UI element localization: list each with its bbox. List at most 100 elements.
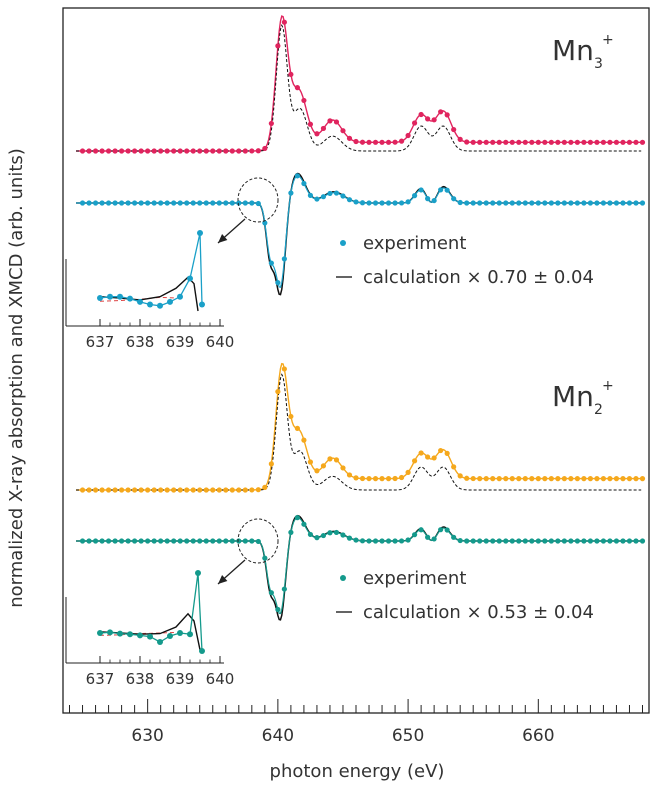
- xmcd-point: [639, 200, 646, 206]
- inset-experiment-point: [187, 275, 193, 282]
- absorption-point: [372, 139, 379, 145]
- xmcd-point: [223, 538, 229, 544]
- absorption-point: [418, 450, 424, 456]
- xmcd-point: [418, 527, 424, 533]
- absorption-point: [561, 139, 567, 145]
- xmcd-point: [138, 200, 144, 206]
- xmcd-point: [249, 538, 255, 544]
- xmcd-point: [431, 536, 437, 542]
- zoom-circle: [237, 177, 279, 223]
- absorption-point: [171, 148, 177, 154]
- absorption-point: [385, 139, 392, 145]
- xmcd-point: [105, 200, 112, 206]
- inset-experiment-point: [127, 295, 133, 302]
- xmcd-point: [529, 200, 535, 206]
- xmcd-point: [119, 538, 125, 544]
- absorption-point: [210, 148, 216, 154]
- absorption-point: [529, 476, 535, 482]
- inset-experiment-point: [195, 570, 201, 576]
- absorption-point: [249, 148, 255, 154]
- absorption-point: [542, 476, 548, 482]
- xmcd-point: [574, 538, 580, 544]
- insets: 637 638 639 640 637 638 639 640: [65, 230, 234, 688]
- xmcd-point: [158, 200, 164, 206]
- absorption-point: [451, 126, 457, 133]
- absorption-point: [171, 487, 177, 493]
- absorption-point: [327, 456, 333, 462]
- xmcd-point: [574, 200, 580, 206]
- absorption-point: [125, 148, 131, 154]
- absorption-point: [151, 487, 157, 493]
- absorption-point: [327, 118, 333, 124]
- absorption-point: [242, 148, 248, 154]
- absorption-point: [307, 121, 314, 127]
- absorption-point: [288, 413, 294, 420]
- absorption-point: [268, 461, 274, 467]
- absorption-point: [359, 475, 366, 482]
- xmcd-point: [281, 256, 287, 262]
- absorption-point: [470, 475, 476, 482]
- xmcd-point: [509, 538, 515, 544]
- absorption-point: [112, 487, 118, 493]
- absorption-point: [496, 139, 502, 145]
- xmcd-point: [425, 534, 431, 540]
- xmcd-point: [327, 190, 333, 197]
- legend-experiment-mn3: experiment: [363, 233, 466, 254]
- absorption-point: [451, 464, 457, 470]
- xmcd-point: [307, 531, 314, 538]
- absorption-point: [353, 475, 359, 481]
- absorption-point: [490, 139, 496, 145]
- xmcd-point: [581, 538, 587, 544]
- xmcd-point: [548, 200, 554, 206]
- absorption-point: [444, 112, 450, 118]
- xmcd-point: [125, 538, 131, 544]
- xmcd-point: [197, 200, 203, 206]
- xmcd-point: [86, 538, 92, 544]
- xmcd-point: [379, 538, 385, 544]
- xmcd-point: [190, 538, 196, 544]
- absorption-point: [613, 139, 620, 145]
- xmcd-point: [451, 196, 457, 202]
- absorption-point: [307, 459, 314, 465]
- xmcd-point: [223, 200, 229, 206]
- xmcd-point: [229, 538, 235, 544]
- xmcd-point: [294, 173, 300, 179]
- absorption-point: [119, 487, 125, 493]
- xmcd-point: [301, 180, 307, 187]
- xmcd-point: [372, 538, 379, 544]
- inset-experiment-point: [187, 631, 193, 638]
- xmcd-point: [340, 532, 346, 538]
- xmcd-point: [385, 200, 392, 206]
- absorption-point: [522, 139, 528, 145]
- absorption-point: [223, 148, 229, 154]
- xmcd-point: [438, 527, 444, 533]
- absorption-point: [568, 139, 574, 145]
- xmcd-point: [92, 538, 99, 544]
- xmcd-point: [151, 200, 157, 206]
- xmcd-point: [555, 538, 561, 544]
- xmcd-point: [418, 187, 424, 193]
- xmcd-point: [405, 199, 411, 205]
- xmcd-point: [353, 199, 359, 205]
- x-tick-label: 650: [392, 726, 424, 746]
- xmcd-point: [620, 538, 626, 544]
- absorption-point: [509, 139, 515, 145]
- absorption-point: [105, 148, 112, 154]
- xmcd-point: [477, 200, 483, 206]
- absorption-point: [503, 476, 509, 482]
- absorption-point: [320, 463, 327, 469]
- absorption-point: [626, 476, 633, 482]
- absorption-point: [86, 148, 92, 154]
- inset-experiment-point: [177, 630, 183, 636]
- y-axis-label: normalized X-ray absorption and XMCD (ar…: [6, 148, 27, 608]
- xmcd-point: [470, 538, 476, 544]
- xmcd-point: [542, 538, 548, 544]
- xmcd-point: [555, 200, 561, 206]
- absorption-point: [587, 139, 594, 145]
- absorption-point: [535, 139, 541, 145]
- ion-sub-mn3: 3: [594, 56, 603, 72]
- x-tick-label: 660: [522, 726, 554, 746]
- xmcd-point: [184, 538, 190, 544]
- xmcd-point: [79, 538, 86, 544]
- absorption-point: [620, 139, 626, 145]
